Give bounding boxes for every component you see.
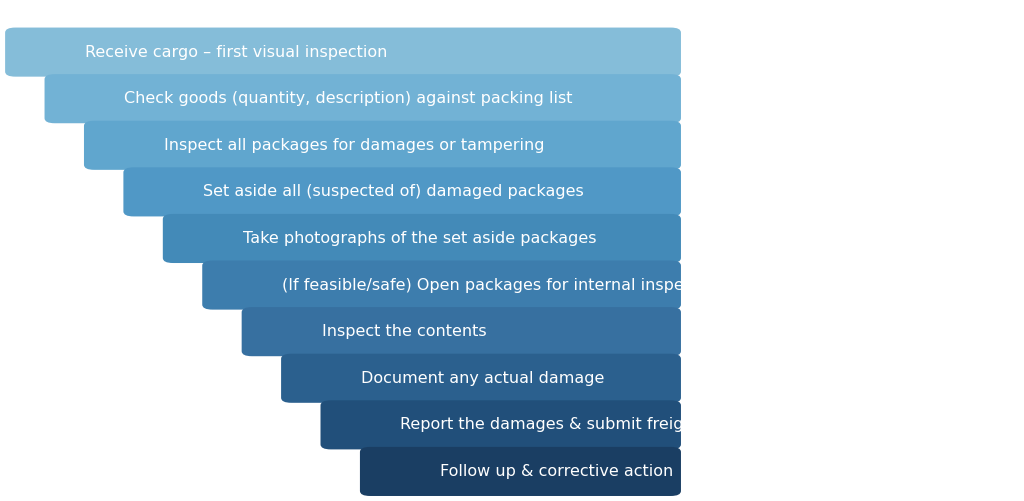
Text: Take photographs of the set aside packages: Take photographs of the set aside packag… [243,231,596,246]
FancyBboxPatch shape [242,307,681,356]
Text: Report the damages & submit freight claim: Report the damages & submit freight clai… [400,417,749,432]
FancyBboxPatch shape [360,447,681,496]
FancyBboxPatch shape [5,28,681,77]
Text: (If feasible/safe) Open packages for internal inspection: (If feasible/safe) Open packages for int… [283,278,723,293]
Text: Set aside all (suspected of) damaged packages: Set aside all (suspected of) damaged pac… [203,184,584,199]
Text: Inspect the contents: Inspect the contents [322,324,486,339]
FancyBboxPatch shape [163,214,681,263]
FancyBboxPatch shape [281,354,681,403]
FancyBboxPatch shape [45,74,681,123]
Text: Follow up & corrective action: Follow up & corrective action [440,464,673,479]
FancyBboxPatch shape [124,167,681,216]
Text: Check goods (quantity, description) against packing list: Check goods (quantity, description) agai… [125,91,572,106]
Text: Document any actual damage: Document any actual damage [361,371,604,386]
FancyBboxPatch shape [203,261,681,310]
FancyBboxPatch shape [84,121,681,170]
FancyBboxPatch shape [321,400,681,449]
Text: Inspect all packages for damages or tampering: Inspect all packages for damages or tamp… [164,138,545,153]
Text: Receive cargo – first visual inspection: Receive cargo – first visual inspection [85,45,387,60]
